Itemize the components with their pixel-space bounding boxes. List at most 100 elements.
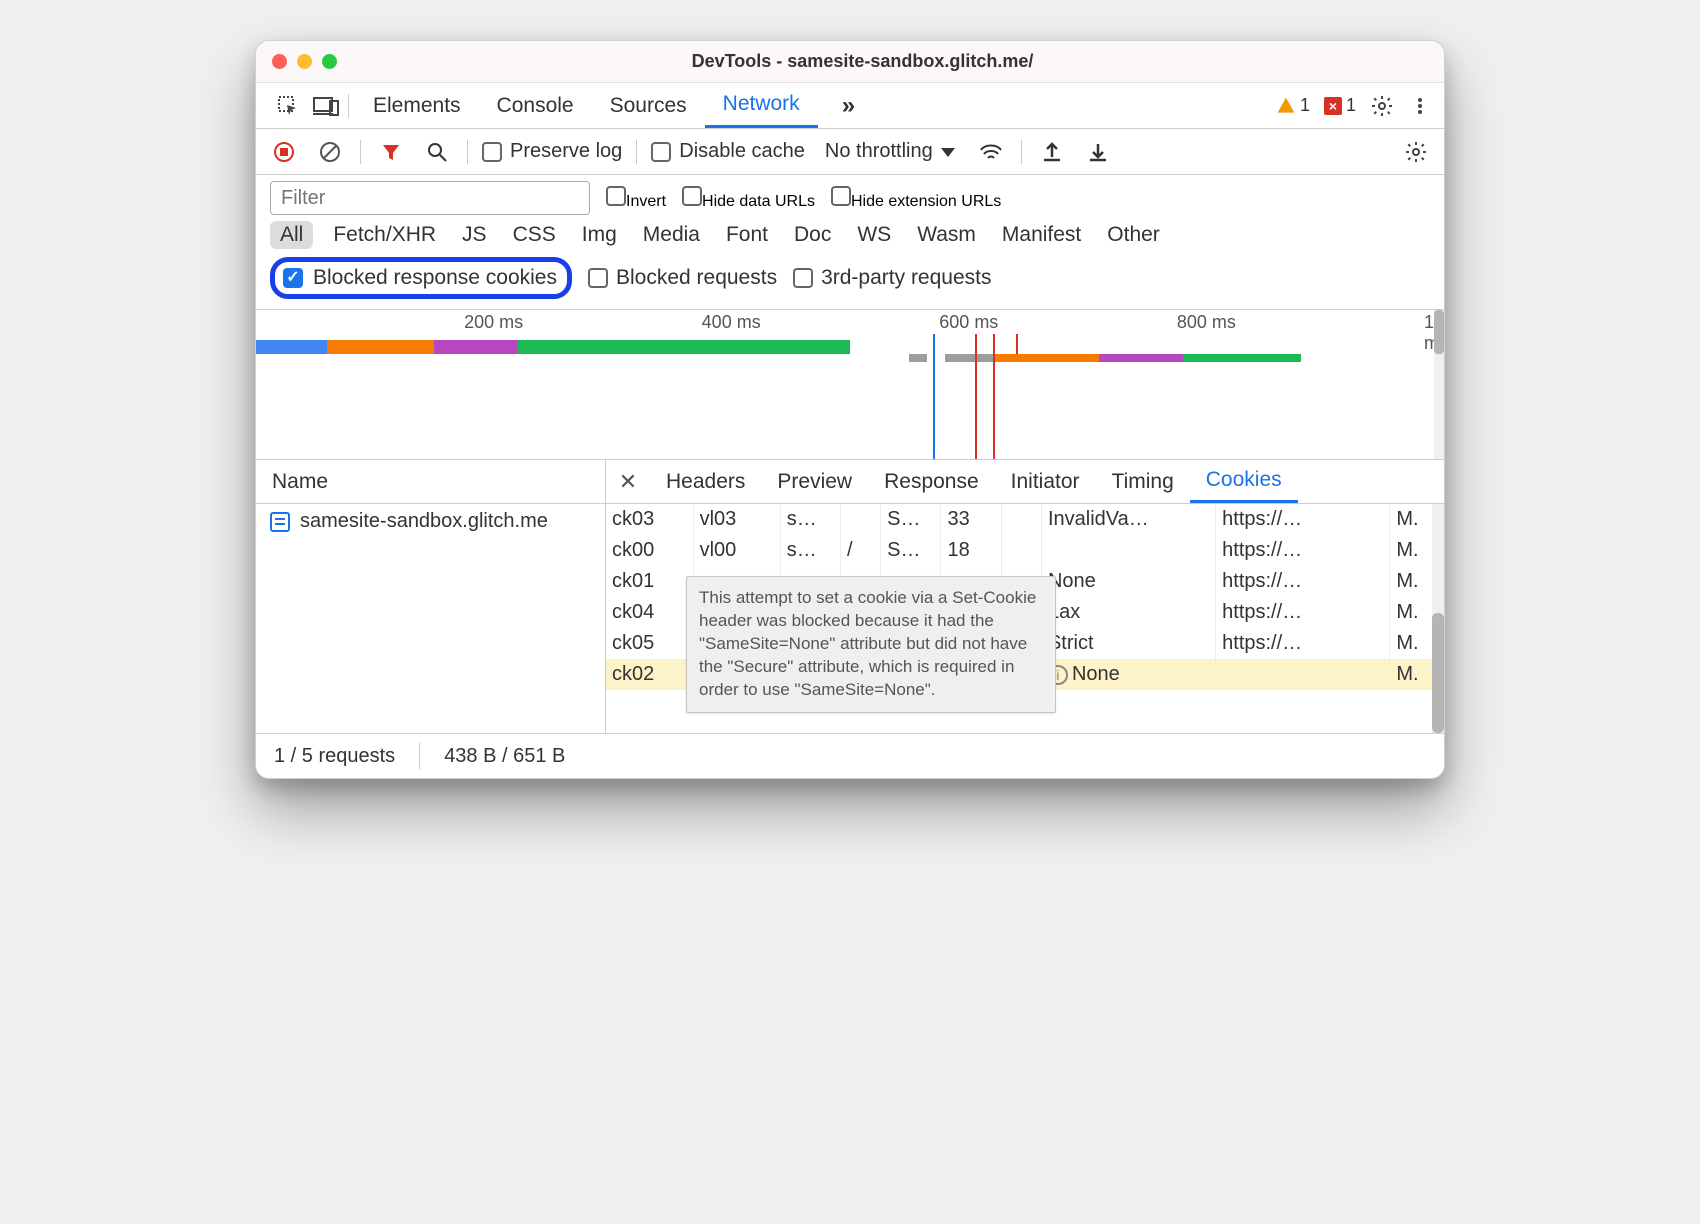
cookie-cell-samesite: Strict	[1041, 628, 1215, 659]
titlebar: DevTools - samesite-sandbox.glitch.me/	[256, 41, 1444, 83]
preserve-log-label: Preserve log	[510, 140, 622, 163]
type-filter-css[interactable]: CSS	[507, 221, 562, 249]
blocked-requests-label: Blocked requests	[616, 266, 777, 290]
settings-icon[interactable]	[1366, 90, 1398, 122]
cookie-cell-c4	[840, 504, 880, 535]
cookie-cell-value: vl00	[693, 535, 780, 566]
type-filter-js[interactable]: JS	[456, 221, 493, 249]
cookie-cell-samesite: Lax	[1041, 597, 1215, 628]
timeline-segment	[1099, 354, 1182, 362]
request-item[interactable]: samesite-sandbox.glitch.me	[256, 504, 605, 539]
timeline-segment	[945, 354, 993, 362]
blocked-requests-checkbox[interactable]: Blocked requests	[588, 266, 777, 290]
clear-button[interactable]	[314, 136, 346, 168]
third-party-requests-checkbox[interactable]: 3rd-party requests	[793, 266, 991, 290]
separator	[1021, 140, 1022, 164]
status-requests: 1 / 5 requests	[274, 745, 395, 768]
filter-options-row: Blocked response cookies Blocked request…	[256, 255, 1444, 310]
devtools-window: DevTools - samesite-sandbox.glitch.me/ E…	[255, 40, 1445, 779]
main-tabs-row: ElementsConsoleSourcesNetwork » 1 × 1	[256, 83, 1444, 129]
separator	[360, 140, 361, 164]
disable-cache-label: Disable cache	[679, 140, 805, 163]
type-filter-ws[interactable]: WS	[851, 221, 897, 249]
cookie-cell-domain: https://…	[1216, 628, 1390, 659]
third-party-requests-label: 3rd-party requests	[821, 266, 991, 290]
export-har-icon[interactable]	[1082, 136, 1114, 168]
separator	[348, 94, 349, 118]
minimize-window-button[interactable]	[297, 54, 312, 69]
close-window-button[interactable]	[272, 54, 287, 69]
type-filter-other[interactable]: Other	[1101, 221, 1166, 249]
timeline-segment	[256, 340, 327, 354]
zoom-window-button[interactable]	[322, 54, 337, 69]
cookie-blocked-tooltip: This attempt to set a cookie via a Set-C…	[686, 576, 1056, 713]
type-filter-media[interactable]: Media	[637, 221, 706, 249]
tab-console[interactable]: Console	[479, 83, 592, 128]
tab-sources[interactable]: Sources	[592, 83, 705, 128]
record-button[interactable]	[268, 136, 300, 168]
hide-extension-urls-checkbox[interactable]: Hide extension URLs	[831, 186, 1001, 211]
invert-label: Invert	[626, 193, 666, 210]
disable-cache-checkbox[interactable]: Disable cache	[651, 140, 805, 163]
cookie-cell-c3: s…	[780, 535, 840, 566]
warnings-count: 1	[1300, 95, 1310, 116]
timeline-scrollbar[interactable]	[1434, 310, 1444, 459]
detail-tab-timing[interactable]: Timing	[1096, 460, 1190, 503]
type-filter-doc[interactable]: Doc	[788, 221, 837, 249]
kebab-menu-icon[interactable]	[1404, 90, 1436, 122]
network-conditions-icon[interactable]	[975, 136, 1007, 168]
network-settings-icon[interactable]	[1400, 136, 1432, 168]
detail-tab-response[interactable]: Response	[868, 460, 995, 503]
errors-count: 1	[1346, 95, 1356, 116]
filter-icon[interactable]	[375, 136, 407, 168]
timeline-overview[interactable]: 200 ms400 ms600 ms800 ms1000 ms	[256, 310, 1444, 460]
timeline-tick: 400 ms	[702, 312, 761, 333]
type-filter-img[interactable]: Img	[576, 221, 623, 249]
type-filter-all[interactable]: All	[270, 221, 313, 249]
cookie-cell-samesite: InvalidVa…	[1041, 504, 1215, 535]
type-filter-font[interactable]: Font	[720, 221, 774, 249]
device-toolbar-icon[interactable]	[310, 90, 342, 122]
invert-checkbox[interactable]: Invert	[606, 186, 666, 211]
panel-headers: Name ✕ HeadersPreviewResponseInitiatorTi…	[256, 460, 1444, 504]
separator	[467, 140, 468, 164]
detail-tab-preview[interactable]: Preview	[761, 460, 868, 503]
name-column-header[interactable]: Name	[256, 460, 606, 503]
detail-tab-cookies[interactable]: Cookies	[1190, 460, 1298, 503]
hide-data-urls-checkbox[interactable]: Hide data URLs	[682, 186, 815, 211]
timeline-tick: 600 ms	[939, 312, 998, 333]
detail-tab-initiator[interactable]: Initiator	[995, 460, 1096, 503]
cookie-cell-c4: /	[840, 535, 880, 566]
tabs-overflow-button[interactable]: »	[824, 83, 873, 128]
tab-network[interactable]: Network	[705, 83, 818, 128]
error-icon: ×	[1324, 97, 1342, 115]
cookie-cell-c5: S…	[881, 535, 941, 566]
blocked-response-cookies-label: Blocked response cookies	[313, 266, 557, 290]
type-filter-fetch-xhr[interactable]: Fetch/XHR	[327, 221, 442, 249]
detail-tab-headers[interactable]: Headers	[650, 460, 761, 503]
cookie-cell-domain: https://…	[1216, 504, 1390, 535]
preserve-log-checkbox[interactable]: Preserve log	[482, 140, 622, 163]
timeline-segment	[909, 354, 927, 362]
search-icon[interactable]	[421, 136, 453, 168]
tab-elements[interactable]: Elements	[355, 83, 479, 128]
cookie-row[interactable]: ck03vl03s…S…33InvalidVa…https://…M.	[606, 504, 1444, 535]
type-filter-wasm[interactable]: Wasm	[911, 221, 982, 249]
import-har-icon[interactable]	[1036, 136, 1068, 168]
detail-pane: ck03vl03s…S…33InvalidVa…https://…M.ck00v…	[606, 504, 1444, 733]
inspect-element-icon[interactable]	[272, 90, 304, 122]
filter-input[interactable]	[270, 181, 590, 215]
close-detail-button[interactable]: ✕	[606, 469, 650, 495]
window-title: DevTools - samesite-sandbox.glitch.me/	[357, 51, 1368, 72]
cookie-cell-name: ck04	[606, 597, 693, 628]
cookie-row[interactable]: ck00vl00s…/S…18https://…M.	[606, 535, 1444, 566]
timeline-segment	[1183, 354, 1302, 362]
traffic-lights	[272, 54, 337, 69]
request-name: samesite-sandbox.glitch.me	[300, 510, 548, 533]
errors-badge[interactable]: × 1	[1320, 95, 1360, 116]
detail-scrollbar[interactable]	[1432, 504, 1444, 733]
warnings-badge[interactable]: 1	[1272, 95, 1314, 116]
throttling-select[interactable]: No throttling	[819, 140, 961, 163]
blocked-response-cookies-checkbox[interactable]: Blocked response cookies	[283, 266, 557, 290]
type-filter-manifest[interactable]: Manifest	[996, 221, 1087, 249]
